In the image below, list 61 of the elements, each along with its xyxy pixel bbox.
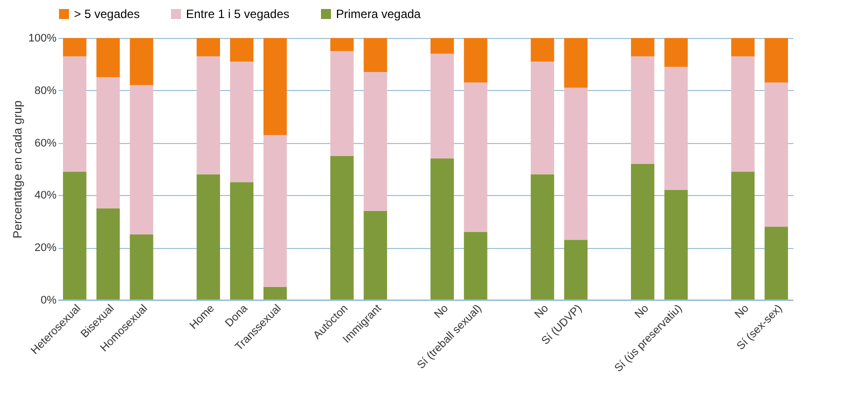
bar	[430, 54, 454, 159]
bar	[430, 38, 454, 54]
bar	[464, 38, 488, 83]
bar	[364, 72, 388, 211]
legend-label: Entre 1 i 5 vegades	[186, 7, 290, 21]
bar	[263, 286, 287, 300]
y-axis-title: Percentatge en cada grup	[10, 100, 24, 239]
bar	[731, 172, 755, 300]
bar	[330, 156, 354, 300]
bar	[330, 38, 354, 52]
x-tick-label: No	[732, 302, 752, 321]
bar	[664, 66, 688, 190]
bar	[731, 56, 755, 172]
bar	[130, 38, 154, 86]
bar	[464, 82, 488, 232]
bar	[96, 208, 120, 300]
bar	[530, 174, 554, 300]
bar	[230, 62, 254, 182]
y-tick-label: 40%	[34, 190, 57, 202]
bar	[63, 56, 86, 172]
bar	[430, 158, 454, 300]
bar	[330, 51, 354, 156]
bar	[263, 38, 287, 135]
legend-label: > 5 vegades	[74, 7, 140, 21]
bar	[564, 240, 588, 300]
bar	[196, 38, 220, 56]
bar	[63, 38, 86, 56]
bar	[731, 38, 755, 56]
bar	[130, 234, 154, 300]
bar	[263, 134, 287, 287]
y-tick-label: 20%	[34, 242, 57, 254]
bar	[630, 164, 654, 300]
bar	[230, 182, 254, 300]
bar	[96, 77, 120, 208]
bar	[364, 38, 388, 72]
bar	[664, 38, 688, 67]
bar	[230, 38, 254, 62]
y-tick-label: 60%	[34, 137, 57, 150]
bar	[564, 88, 588, 240]
bar	[464, 232, 488, 300]
bar	[664, 190, 688, 300]
legend-label: Primera vegada	[336, 7, 422, 21]
bar	[96, 38, 120, 78]
bar	[764, 226, 788, 300]
bar	[530, 62, 554, 174]
bar	[63, 172, 86, 300]
bar	[764, 82, 788, 227]
bar	[630, 38, 654, 56]
bar	[630, 56, 654, 164]
bar	[196, 56, 220, 174]
bar	[564, 38, 588, 88]
bar	[196, 174, 220, 300]
bar	[530, 38, 554, 62]
bar	[130, 85, 154, 234]
y-tick-label: 80%	[34, 84, 57, 97]
y-tick-label: 0%	[40, 294, 57, 306]
y-tick-label: 100%	[28, 32, 57, 44]
x-tick-label: No	[432, 302, 451, 321]
bar	[764, 38, 788, 83]
x-tick-label: No	[532, 302, 551, 321]
bar	[364, 210, 388, 300]
